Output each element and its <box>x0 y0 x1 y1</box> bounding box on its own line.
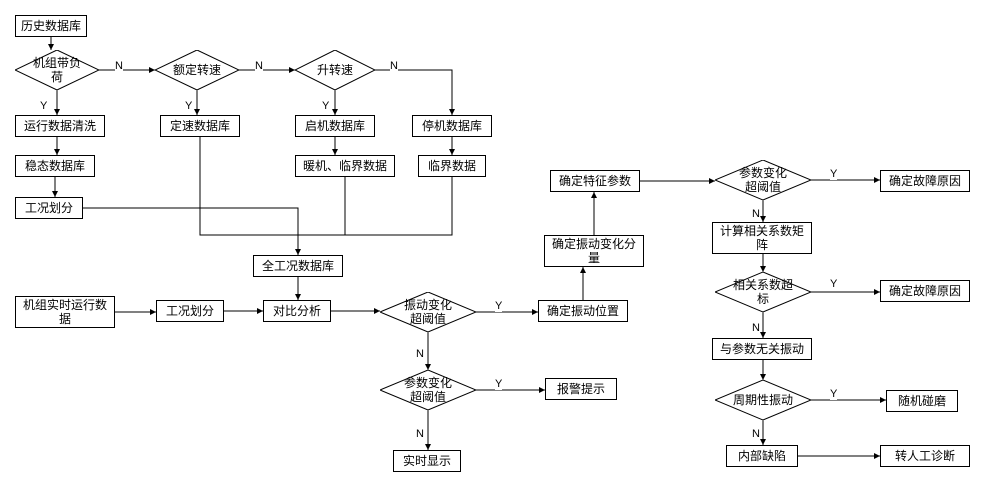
edge-label-3: N <box>390 60 398 72</box>
edge-label-22: N <box>416 428 424 440</box>
node-n2: 运行数据清洗 <box>15 115 105 137</box>
node-n15: 报警提示 <box>545 378 617 400</box>
edge-label-29: Y <box>830 278 837 290</box>
node-n20: 计算相关系数矩 阵 <box>712 222 812 254</box>
node-n4: 启机数据库 <box>295 115 375 137</box>
node-n12: 工况划分 <box>156 300 224 322</box>
edge-11 <box>83 208 298 255</box>
node-n11: 机组实时运行数 据 <box>15 296 115 328</box>
edge-12 <box>200 137 298 235</box>
node-n8: 临界数据 <box>418 155 486 177</box>
edge-label-19: Y <box>495 300 502 312</box>
node-n17: 确定振动变化分 量 <box>544 235 644 267</box>
node-d5: 参数变化超阈值 <box>380 370 476 410</box>
edge-label-6: Y <box>322 100 329 112</box>
node-n22: 与参数无关振动 <box>712 338 812 360</box>
node-d2: 额定转速 <box>155 50 239 90</box>
node-n10: 全工况数据库 <box>253 255 343 277</box>
edge-label-21: Y <box>495 378 502 390</box>
edge-label-26: Y <box>830 168 837 180</box>
node-d4: 振动变化超阈值 <box>380 292 476 332</box>
node-n7: 暖机、临界数据 <box>295 155 395 177</box>
edge-label-20: N <box>416 348 424 360</box>
node-n9: 工况划分 <box>15 197 83 219</box>
flowchart-canvas: 历史数据库机组带负荷 额定转速 升转速运行数据清洗 定速数据库 启机数据库 停机数据库稳态… <box>0 0 1000 501</box>
edge-label-5: Y <box>185 100 192 112</box>
edge-label-1: N <box>115 60 123 72</box>
node-n13: 对比分析 <box>263 300 331 322</box>
node-n14: 确定振动位置 <box>538 300 628 322</box>
edges-layer <box>0 0 1000 501</box>
node-n1: 历史数据库 <box>15 15 87 37</box>
node-n23: 随机碰磨 <box>886 390 958 412</box>
edge-label-30: N <box>752 322 760 334</box>
node-n24: 内部缺陷 <box>726 445 798 467</box>
edge-label-4: Y <box>40 100 47 112</box>
node-d8: 周期性振动 <box>715 380 811 420</box>
node-n18: 确定特征参数 <box>550 170 640 192</box>
edge-label-33: N <box>752 428 760 440</box>
edge-13 <box>298 177 345 235</box>
node-n16: 实时显示 <box>393 450 461 472</box>
edge-3 <box>375 70 452 115</box>
node-d6: 参数变化超阈值 <box>715 160 811 200</box>
node-d3: 升转速 <box>295 50 375 90</box>
node-n25: 转人工诊断 <box>880 445 970 467</box>
node-n21: 确定故障原因 <box>880 280 970 302</box>
node-d7: 相关系数超标 <box>715 272 811 312</box>
node-n5: 停机数据库 <box>412 115 492 137</box>
edge-label-32: Y <box>830 388 837 400</box>
edge-label-2: N <box>255 60 263 72</box>
edge-14 <box>298 177 452 235</box>
edge-label-27: N <box>752 208 760 220</box>
node-n6: 稳态数据库 <box>15 155 95 177</box>
node-n3: 定速数据库 <box>160 115 240 137</box>
node-n19: 确定故障原因 <box>880 170 970 192</box>
node-d1: 机组带负荷 <box>15 50 99 90</box>
